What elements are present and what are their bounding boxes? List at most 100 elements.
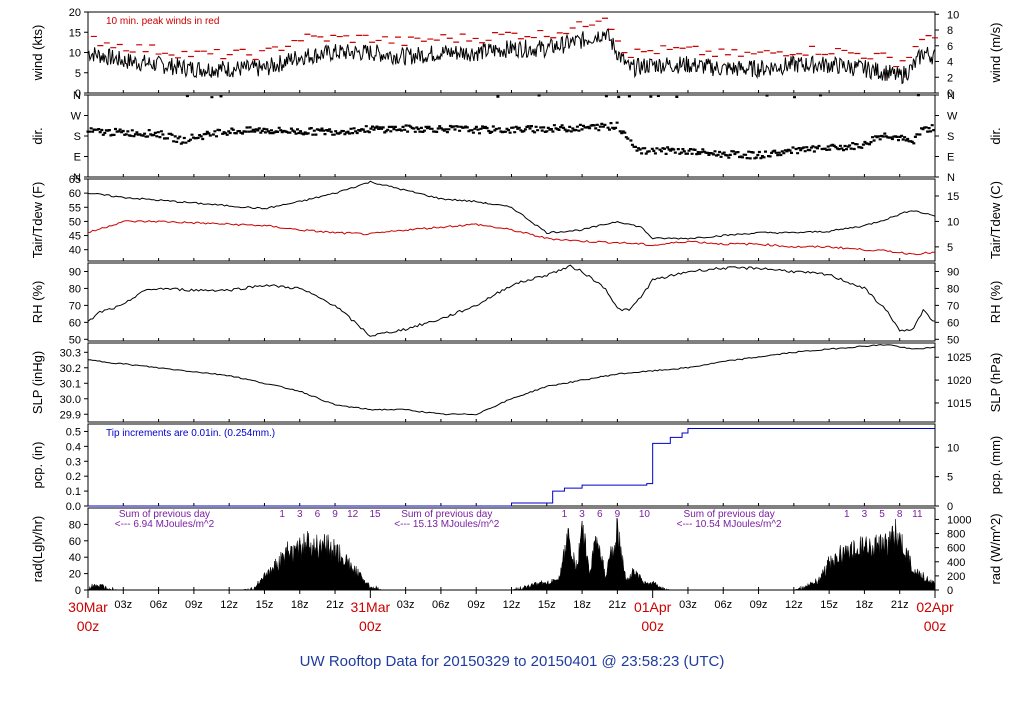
rh-left-tick-label: 80 (69, 283, 81, 295)
rh-right-tick-label: 60 (947, 317, 959, 329)
slp-ylabel-right: SLP (hPa) (988, 353, 1003, 413)
wind-ylabel-left: wind (kts) (30, 25, 45, 82)
rad-hour-marker-8: 6 (597, 509, 603, 520)
x-axis-hour-label: 12z (220, 599, 238, 611)
pcp-left-tick-label: 0.4 (66, 441, 81, 453)
x-axis-hour-label: 06z (150, 599, 168, 611)
slp-left-tick-label: 29.9 (60, 409, 81, 421)
wind-left-tick-label: 0 (75, 88, 81, 100)
x-axis-hour-label: 15z (256, 599, 274, 611)
x-axis-hour-label: 09z (185, 599, 203, 611)
dir-left-tick-label: E (74, 152, 81, 164)
dir-left-tick-label: S (74, 131, 81, 143)
rh-left-tick-label: 70 (69, 300, 81, 312)
wind-left-tick-label: 5 (75, 68, 81, 80)
rh-left-tick-label: 50 (69, 334, 81, 346)
x-axis-hour-label: 03z (679, 599, 697, 611)
rad-right-tick-label: 0 (947, 585, 953, 597)
chart-title: UW Rooftop Data for 20150329 to 20150401… (300, 653, 725, 670)
x-axis-hour-label: 12z (503, 599, 521, 611)
x-axis-hour-label: 06z (432, 599, 450, 611)
rad-left-tick-label: 60 (69, 536, 81, 548)
wind-right-tick-label: 10 (947, 9, 959, 21)
rad-left-tick-label: 0 (75, 585, 81, 597)
x-axis-day-time: 00z (359, 618, 382, 634)
wind-left-tick-label: 20 (69, 7, 81, 19)
temp-left-tick-label: 60 (69, 188, 81, 200)
rad-ylabel-right: rad (W/m^2) (988, 513, 1003, 584)
rh-left-tick-label: 90 (69, 266, 81, 278)
pcp-left-tick-label: 0.0 (66, 501, 81, 513)
x-axis-day-date: 30Mar (68, 599, 108, 615)
rad-right-tick-label: 800 (947, 529, 965, 541)
x-axis-day-date: 01Apr (634, 599, 672, 615)
rad-hour-marker-0: 1 (279, 509, 285, 520)
temp-series-1 (87, 220, 936, 256)
pcp-right-tick-label: 10 (947, 442, 959, 454)
wind-series-0 (87, 28, 936, 85)
temp-frame (87, 178, 936, 262)
temp-left-tick-label: 65 (69, 174, 81, 186)
wind-right-tick-label: 0 (947, 88, 953, 100)
temp-left-tick-label: 50 (69, 216, 81, 228)
x-axis-hour-label: 18z (856, 599, 874, 611)
x-axis-hour-label: 09z (750, 599, 768, 611)
wind-right-tick-label: 8 (947, 25, 953, 37)
x-axis-hour-label: 21z (326, 599, 344, 611)
rad-frame (87, 507, 936, 591)
slp-right-tick-label: 1015 (947, 398, 971, 410)
rad-series-0 (87, 517, 936, 591)
rad-right-tick-label: 200 (947, 571, 965, 583)
rh-frame (87, 262, 936, 342)
rad-hour-marker-5: 15 (369, 509, 381, 520)
rad-left-tick-label: 80 (69, 519, 81, 531)
dir-series-0 (86, 94, 936, 160)
pcp-series-0 (88, 427, 935, 507)
pcp-left-tick-label: 0.2 (66, 471, 81, 483)
temp-right-tick-label: 5 (947, 242, 953, 254)
dir-right-tick-label: S (947, 131, 954, 143)
rad-hour-marker-7: 3 (579, 509, 585, 520)
wind-right-tick-label: 2 (947, 72, 953, 84)
x-axis-day-date: 02Apr (916, 599, 954, 615)
dir-left-tick-label: N (73, 90, 81, 102)
rad-hour-marker-11: 1 (844, 509, 850, 520)
wind-right-tick-label: 4 (947, 57, 953, 69)
rad-hour-marker-4: 12 (347, 509, 359, 520)
rh-right-tick-label: 70 (947, 300, 959, 312)
x-axis-hour-label: 21z (609, 599, 627, 611)
x-axis-day-time: 00z (924, 618, 947, 634)
rad-sum-annotation-2-0: Sum of previous day (684, 509, 775, 520)
x-axis-hour-label: 15z (820, 599, 838, 611)
slp-right-tick-label: 1025 (947, 352, 971, 364)
x-axis-hour-label: 03z (397, 599, 415, 611)
x-axis-hour-label: 21z (891, 599, 909, 611)
x-axis-hour-label: 15z (538, 599, 556, 611)
rad-sum-annotation-2-1: <--- 10.54 MJoules/m^2 (677, 519, 782, 530)
dir-left-tick-label: N (73, 172, 81, 184)
dir-right-tick-label: N (947, 172, 955, 184)
rh-left-tick-label: 60 (69, 317, 81, 329)
rh-ylabel-left: RH (%) (30, 281, 45, 324)
rad-hour-marker-6: 1 (562, 509, 568, 520)
slp-left-tick-label: 30.0 (60, 394, 81, 406)
pcp-ylabel-left: pcp. (in) (30, 442, 45, 489)
slp-series-0 (87, 344, 936, 416)
dir-left-tick-label: W (71, 111, 82, 123)
rad-right-tick-label: 400 (947, 557, 965, 569)
rh-right-tick-label: 50 (947, 334, 959, 346)
rad-hour-marker-14: 8 (897, 509, 903, 520)
rad-hour-marker-2: 6 (315, 509, 321, 520)
temp-right-tick-label: 10 (947, 216, 959, 228)
wind-left-tick-label: 15 (69, 27, 81, 39)
rh-right-tick-label: 80 (947, 283, 959, 295)
x-axis-hour-label: 12z (785, 599, 803, 611)
wind-right-tick-label: 6 (947, 41, 953, 53)
dir-ylabel-left: dir. (30, 127, 45, 144)
wind-ylabel-right: wind (m/s) (988, 23, 1003, 84)
pcp-annotation: Tip increments are 0.01in. (0.254mm.) (106, 428, 275, 439)
rad-hour-marker-9: 9 (615, 509, 621, 520)
temp-ylabel-right: Tair/Tdew (C) (988, 181, 1003, 259)
